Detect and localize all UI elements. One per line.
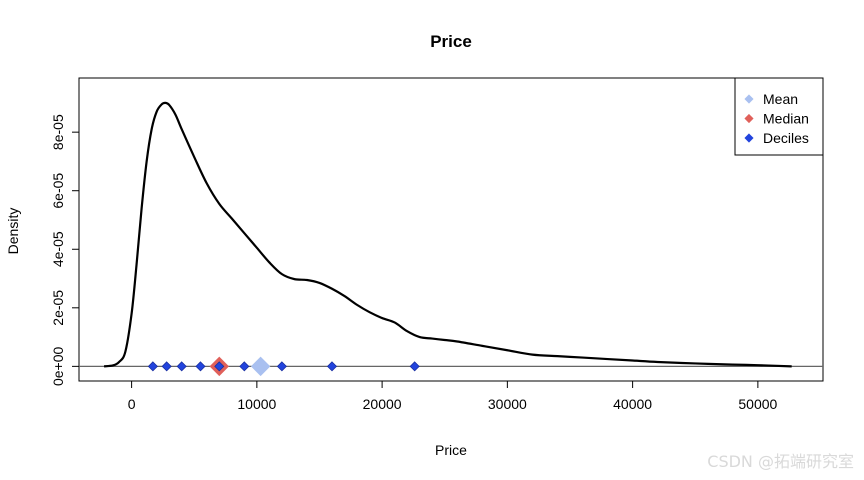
decile-marker — [147, 361, 158, 372]
density-curve-line — [103, 101, 792, 368]
decile-marker — [161, 361, 172, 372]
mean-marker — [250, 356, 271, 377]
x-tick-label: 10000 — [237, 396, 276, 412]
decile-marker — [214, 361, 225, 372]
x-axis-label: Price — [435, 442, 467, 458]
y-tick-label: 2e-05 — [50, 290, 66, 326]
decile-marker — [409, 361, 420, 372]
legend: Mean Median Deciles — [734, 77, 824, 156]
legend-marker — [744, 94, 754, 104]
x-tick-label: 40000 — [613, 396, 652, 412]
y-tick-label: 8e-05 — [50, 114, 66, 150]
decile-marker — [195, 361, 206, 372]
watermark-text: CSDN @拓端研究室 — [707, 452, 854, 471]
legend-marker — [744, 133, 754, 143]
x-axis: 0 10000 20000 30000 40000 50000 — [128, 380, 778, 412]
x-tick-label: 20000 — [363, 396, 402, 412]
legend-label: Mean — [763, 91, 798, 107]
legend-box — [734, 77, 824, 156]
y-axis: 0e+00 2e-05 4e-05 6e-05 8e-05 — [50, 114, 80, 386]
y-tick-label: 6e-05 — [50, 173, 66, 209]
plot-frame — [78, 77, 824, 382]
y-tick-label: 0e+00 — [50, 346, 66, 386]
decile-marker — [276, 361, 287, 372]
legend-label: Deciles — [763, 130, 809, 146]
chart-title: Price — [430, 32, 472, 51]
decile-marker — [176, 361, 187, 372]
legend-label: Median — [763, 111, 809, 127]
y-tick-label: 4e-05 — [50, 231, 66, 267]
x-tick-label: 50000 — [738, 396, 777, 412]
decile-marker — [239, 361, 250, 372]
plot-area — [79, 101, 823, 377]
x-tick-label: 30000 — [488, 396, 527, 412]
legend-marker — [744, 113, 754, 124]
y-axis-label: Density — [5, 208, 21, 255]
decile-marker — [326, 361, 338, 372]
x-tick-label: 0 — [128, 396, 136, 412]
